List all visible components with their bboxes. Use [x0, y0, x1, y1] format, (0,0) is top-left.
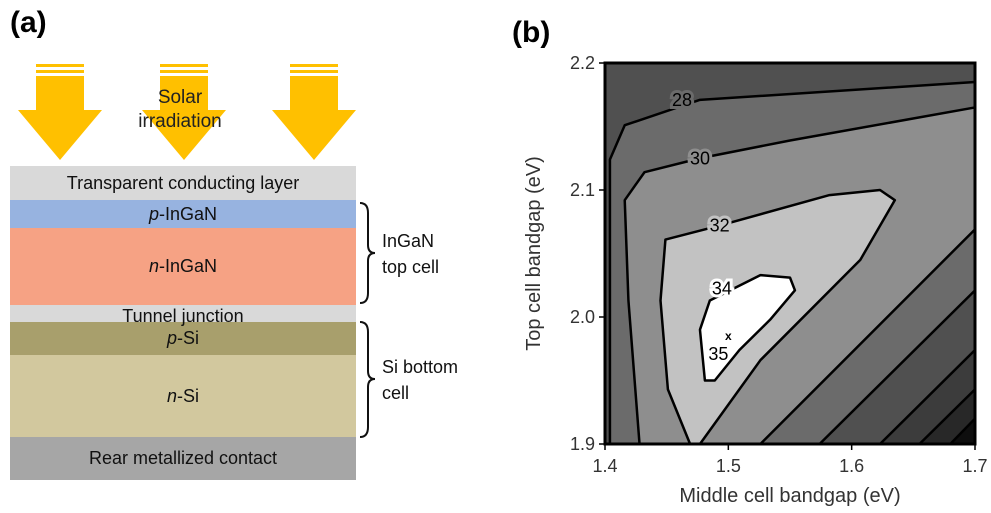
contour-label: 34 [712, 278, 732, 298]
contour-label: 32 [710, 216, 730, 236]
figure: (a) Solar irradiation Transparent conduc… [0, 0, 991, 513]
contour-chart: (b) 28 30 32 34 x35 1.4 1.5 1.6 1.7 1.9 2.0 2.1 2.2 Mi… [0, 0, 991, 513]
y-tick-label: 2.1 [570, 180, 595, 200]
panel-label: (b) [512, 16, 550, 49]
contour-label: 28 [672, 90, 692, 110]
x-tick-label: 1.5 [716, 456, 741, 476]
contour-label: 30 [690, 148, 710, 168]
y-axis-label: Top cell bandgap (eV) [523, 156, 545, 351]
max-marker: x [725, 329, 732, 343]
x-tick-label: 1.4 [592, 456, 617, 476]
y-tick-label: 2.2 [570, 53, 595, 73]
x-tick-label: 1.7 [962, 456, 987, 476]
x-tick-label: 1.6 [839, 456, 864, 476]
y-tick-label: 1.9 [570, 434, 595, 454]
max-label: 35 [708, 344, 728, 364]
y-tick-label: 2.0 [570, 307, 595, 327]
layer-label: Tunnel junction [122, 306, 243, 327]
x-axis-label: Middle cell bandgap (eV) [679, 485, 900, 507]
